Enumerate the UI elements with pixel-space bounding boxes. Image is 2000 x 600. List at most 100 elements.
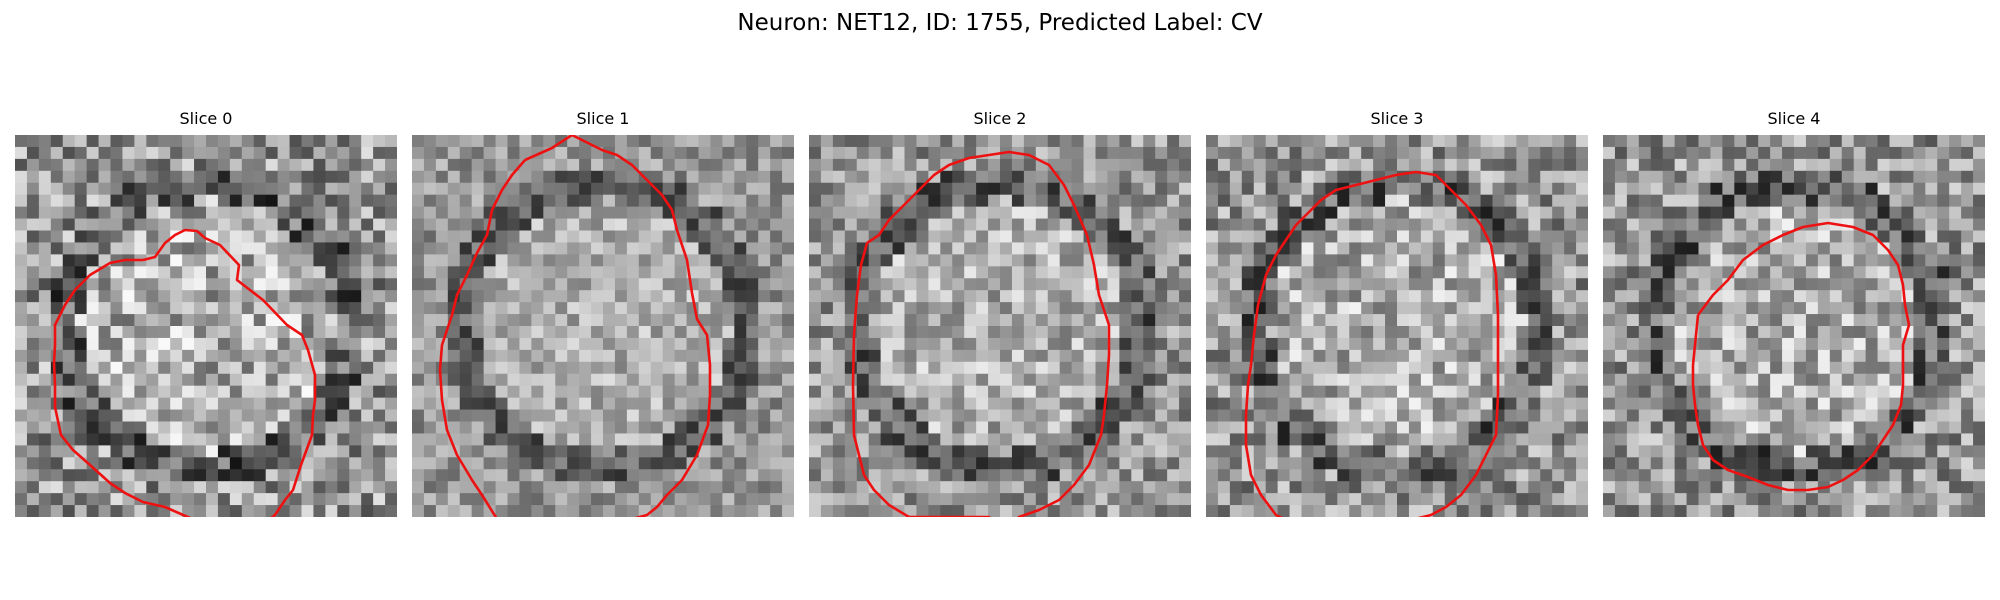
image-pixel (1059, 457, 1073, 470)
image-pixel (674, 182, 688, 196)
image-pixel (1361, 194, 1374, 208)
image-pixel (650, 445, 664, 458)
image-pixel (1841, 326, 1855, 339)
image-pixel (1361, 242, 1374, 255)
image-pixel (1059, 158, 1073, 172)
image-pixel (1734, 170, 1747, 184)
image-pixel (1865, 278, 1879, 291)
image-pixel (1035, 397, 1049, 411)
image-pixel (50, 481, 64, 494)
image-pixel (1516, 158, 1529, 172)
image-pixel (1805, 457, 1819, 470)
image-pixel (385, 218, 397, 232)
image-pixel (1432, 206, 1446, 220)
image-pixel (1420, 373, 1434, 387)
image-pixel (782, 314, 794, 327)
image-pixel (1817, 337, 1831, 351)
image-pixel (1206, 242, 1219, 255)
image-pixel (1131, 278, 1144, 291)
image-pixel (361, 397, 374, 411)
image-pixel (361, 457, 374, 470)
image-pixel (1746, 457, 1759, 470)
image-pixel (1420, 469, 1434, 482)
image-pixel (555, 170, 568, 184)
image-pixel (1794, 135, 1807, 148)
image-pixel (110, 493, 124, 506)
image-pixel (385, 421, 397, 435)
image-pixel (1961, 445, 1974, 458)
image-pixel (253, 135, 267, 148)
image-pixel (1710, 170, 1723, 184)
image-pixel (1217, 302, 1231, 315)
image-pixel (1143, 409, 1156, 423)
image-pixel (638, 385, 652, 399)
image-pixel (1289, 445, 1303, 458)
image-pixel (928, 361, 941, 375)
image-pixel (650, 242, 664, 255)
image-pixel (820, 158, 834, 172)
image-pixel (1564, 337, 1577, 351)
image-pixel (1626, 266, 1640, 279)
image-pixel (1119, 170, 1132, 184)
image-pixel (38, 242, 52, 255)
image-pixel (217, 505, 231, 517)
image-pixel (567, 457, 580, 470)
image-pixel (686, 349, 700, 363)
image-pixel (1758, 135, 1771, 148)
image-pixel (1564, 409, 1577, 423)
image-pixel (770, 409, 783, 423)
image-pixel (206, 433, 219, 446)
image-pixel (253, 445, 267, 458)
image-pixel (710, 230, 723, 244)
image-pixel (904, 326, 918, 339)
image-pixel (734, 349, 747, 363)
image-pixel (1817, 194, 1831, 208)
image-pixel (1349, 469, 1362, 482)
image-pixel (217, 206, 231, 220)
image-pixel (86, 445, 100, 458)
image-pixel (988, 373, 1001, 387)
image-pixel (1638, 182, 1652, 196)
image-pixel (1420, 242, 1434, 255)
image-pixel (1408, 409, 1422, 423)
image-pixel (868, 314, 882, 327)
image-pixel (1650, 457, 1664, 470)
image-pixel (170, 349, 183, 363)
image-pixel (1241, 361, 1255, 375)
image-pixel (423, 505, 437, 517)
image-pixel (217, 337, 231, 351)
image-pixel (471, 302, 485, 315)
image-pixel (1011, 505, 1025, 517)
image-pixel (1674, 421, 1688, 435)
image-pixel (964, 493, 977, 506)
image-pixel (567, 349, 580, 363)
image-pixel (952, 337, 965, 351)
image-pixel (1119, 349, 1132, 363)
image-pixel (1603, 457, 1616, 470)
image-pixel (519, 254, 532, 267)
image-pixel (15, 349, 28, 363)
image-pixel (1528, 290, 1541, 303)
image-pixel (1552, 469, 1565, 482)
image-pixel (1107, 457, 1120, 470)
image-pixel (86, 337, 100, 351)
image-pixel (507, 326, 521, 339)
image-pixel (206, 361, 219, 375)
image-pixel (373, 314, 386, 327)
image-pixel (1626, 337, 1640, 351)
image-pixel (1782, 170, 1795, 184)
image-pixel (1829, 314, 1843, 327)
image-pixel (809, 326, 822, 339)
image-pixel (1241, 194, 1255, 208)
image-pixel (50, 326, 64, 339)
image-pixel (447, 182, 461, 196)
image-pixel (782, 493, 794, 506)
image-pixel (519, 206, 532, 220)
image-pixel (1325, 361, 1338, 375)
image-pixel (567, 409, 580, 423)
image-pixel (146, 218, 159, 232)
image-pixel (1397, 361, 1410, 375)
image-pixel (1432, 361, 1446, 375)
image-pixel (1758, 302, 1771, 315)
image-pixel (1853, 361, 1867, 375)
